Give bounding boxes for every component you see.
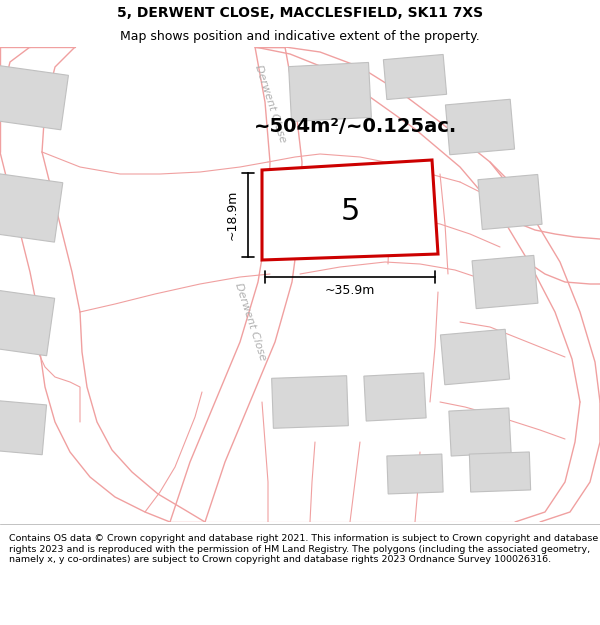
Text: ~18.9m: ~18.9m [226,190,239,240]
Text: Derwent Close: Derwent Close [253,64,287,144]
Text: ~504m²/~0.125ac.: ~504m²/~0.125ac. [253,118,457,136]
Text: Derwent Close: Derwent Close [233,282,268,362]
Polygon shape [0,64,68,130]
Polygon shape [440,329,509,385]
Polygon shape [364,373,426,421]
Polygon shape [472,256,538,309]
Text: ~35.9m: ~35.9m [325,284,375,298]
Text: Contains OS data © Crown copyright and database right 2021. This information is : Contains OS data © Crown copyright and d… [9,534,598,564]
Polygon shape [272,376,349,428]
Polygon shape [289,62,371,121]
Polygon shape [478,174,542,229]
Polygon shape [0,288,55,356]
Polygon shape [0,172,63,242]
Polygon shape [445,99,515,155]
Text: Map shows position and indicative extent of the property.: Map shows position and indicative extent… [120,30,480,43]
Polygon shape [387,454,443,494]
Polygon shape [469,452,530,492]
Polygon shape [303,197,377,258]
Polygon shape [262,160,438,260]
Polygon shape [383,54,446,99]
Text: 5: 5 [340,198,359,226]
Text: 5, DERWENT CLOSE, MACCLESFIELD, SK11 7XS: 5, DERWENT CLOSE, MACCLESFIELD, SK11 7XS [117,6,483,20]
Polygon shape [449,408,511,456]
Polygon shape [0,399,47,455]
